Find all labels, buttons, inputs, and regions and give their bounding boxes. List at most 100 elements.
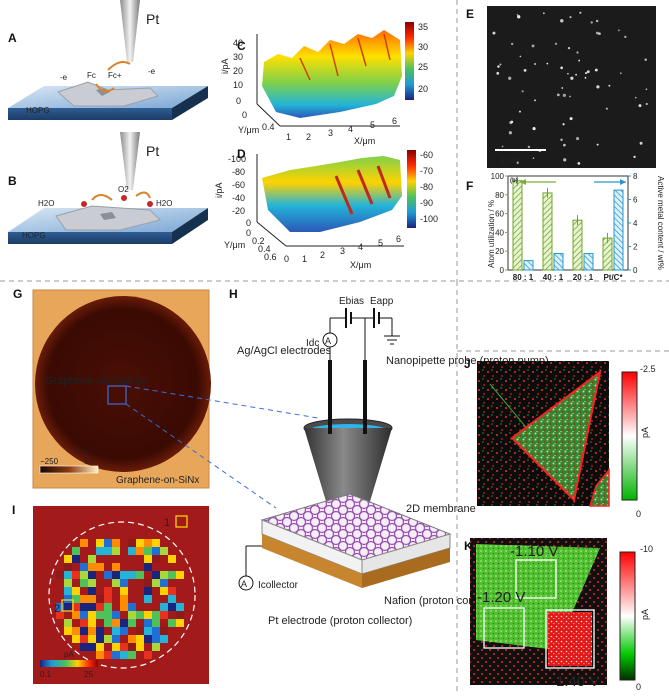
i-pixel <box>80 563 88 571</box>
c-xt3: 4 <box>348 124 353 134</box>
hopg-label-a: HOPG <box>26 106 50 115</box>
f-category-label: Pt/C* <box>603 273 623 282</box>
i-pixel <box>168 587 176 595</box>
i-pixel <box>176 611 184 619</box>
i-pixel <box>160 603 168 611</box>
i-pixel <box>128 619 136 627</box>
hopg-side-b <box>172 208 208 244</box>
stem-atom <box>499 63 502 66</box>
c-yt4: 0 <box>236 96 241 106</box>
g-outer-label: Graphene-on-SiNx <box>116 475 199 486</box>
panel-a-label: A <box>8 31 17 45</box>
k-cb-top: -10 <box>640 544 653 554</box>
f-category-label: 80 : 1 <box>513 273 534 282</box>
i-pixel <box>88 579 96 587</box>
panel-h: H A Ebias Eapp Idc Ag/AgCl electrodes Na… <box>229 287 549 627</box>
c-xt4: 5 <box>370 120 375 130</box>
f-tick-label-left: 80 <box>495 191 504 200</box>
i-pixel <box>96 603 104 611</box>
h-ptel-label: Pt electrode (proton collector) <box>268 615 412 627</box>
f-category-label: 40 : 1 <box>543 273 564 282</box>
stem-atom <box>638 104 642 108</box>
i-pixel <box>160 627 168 635</box>
i-pixel <box>56 603 64 611</box>
d-xlabel: X/μm <box>350 260 371 270</box>
panel-k-label: K <box>464 539 473 553</box>
g-unit: nm <box>76 447 87 456</box>
arrow-b1 <box>91 194 113 201</box>
i-cb-hi: 25 <box>84 670 93 679</box>
stem-atom <box>595 19 599 23</box>
d-axis-depth <box>256 221 287 247</box>
g-colorbar <box>39 465 99 474</box>
stem-atom <box>531 44 535 48</box>
h-membrane-label: 2D membrane <box>406 503 476 515</box>
stem-atom <box>532 127 536 131</box>
stem-atom <box>546 62 549 65</box>
h-agcl-1: Ag/AgCl electrodes <box>237 345 332 357</box>
d-cb1: -70 <box>420 166 433 176</box>
c-yt1: 30 <box>233 52 243 62</box>
i-pixel <box>176 619 184 627</box>
i-pixel <box>88 619 96 627</box>
i-pixel <box>120 587 128 595</box>
c-colorbar <box>405 22 414 100</box>
g-disk <box>35 296 211 472</box>
i-boundary <box>48 521 196 669</box>
i-pixel <box>112 635 120 643</box>
stem-atom <box>575 137 580 141</box>
i-pixel <box>80 571 88 579</box>
stem-atom <box>645 88 648 91</box>
i-pixel <box>120 579 128 587</box>
c-yt3: 10 <box>233 80 243 90</box>
panel-f-label: F <box>466 179 473 193</box>
stem-atom <box>508 131 512 135</box>
i-pixel <box>112 651 120 659</box>
f-tick-label-left: 60 <box>495 210 504 219</box>
h-ebias: Ebias <box>339 296 364 307</box>
i-pixel <box>176 571 184 579</box>
i-pixel <box>120 643 128 651</box>
i-pixel <box>136 643 144 651</box>
i-pixel <box>168 603 176 611</box>
tip-a <box>120 0 140 62</box>
c-yt0: 40 <box>233 38 243 48</box>
d-dt1: 0.2 <box>252 236 265 246</box>
f-bar-metal-content <box>583 253 594 271</box>
f-arrow-left-head <box>520 179 526 185</box>
i-pixel <box>120 627 128 635</box>
stem-atom <box>584 76 587 79</box>
i-pixel <box>160 571 168 579</box>
hopg-front-b <box>8 232 172 244</box>
h-pt-side <box>362 548 450 588</box>
stem-atom <box>554 42 558 45</box>
i-pixel <box>96 563 104 571</box>
k-cb-bottom: 0 <box>636 682 641 692</box>
stem-atom <box>517 15 521 19</box>
panel-g-label: G <box>13 287 22 301</box>
i-pixel <box>104 611 112 619</box>
i-colorbar <box>40 660 98 667</box>
i-pixel <box>128 643 136 651</box>
panel-h-label: H <box>229 287 238 301</box>
c-axis-depth <box>256 103 281 127</box>
h-eapp: Eapp <box>370 296 394 307</box>
stem-atom <box>569 95 571 98</box>
i-pixel <box>104 651 112 659</box>
d-dt0: 0 <box>246 228 251 238</box>
i-pixel <box>136 539 144 547</box>
i-pixel <box>152 619 160 627</box>
stem-atom <box>570 76 574 80</box>
c-cb0: 35 <box>418 22 428 32</box>
i-pixel <box>120 603 128 611</box>
k-red-region <box>548 612 592 666</box>
stem-atom <box>645 102 648 106</box>
i-pixel <box>64 587 72 595</box>
i-pixel <box>136 635 144 643</box>
k-v1: -1.10 V <box>510 543 558 560</box>
d-yt3: -40 <box>232 193 245 203</box>
i-pixel <box>144 627 152 635</box>
i-pixel <box>120 651 128 659</box>
stem-atom <box>560 66 563 70</box>
stem-atom <box>586 70 590 74</box>
